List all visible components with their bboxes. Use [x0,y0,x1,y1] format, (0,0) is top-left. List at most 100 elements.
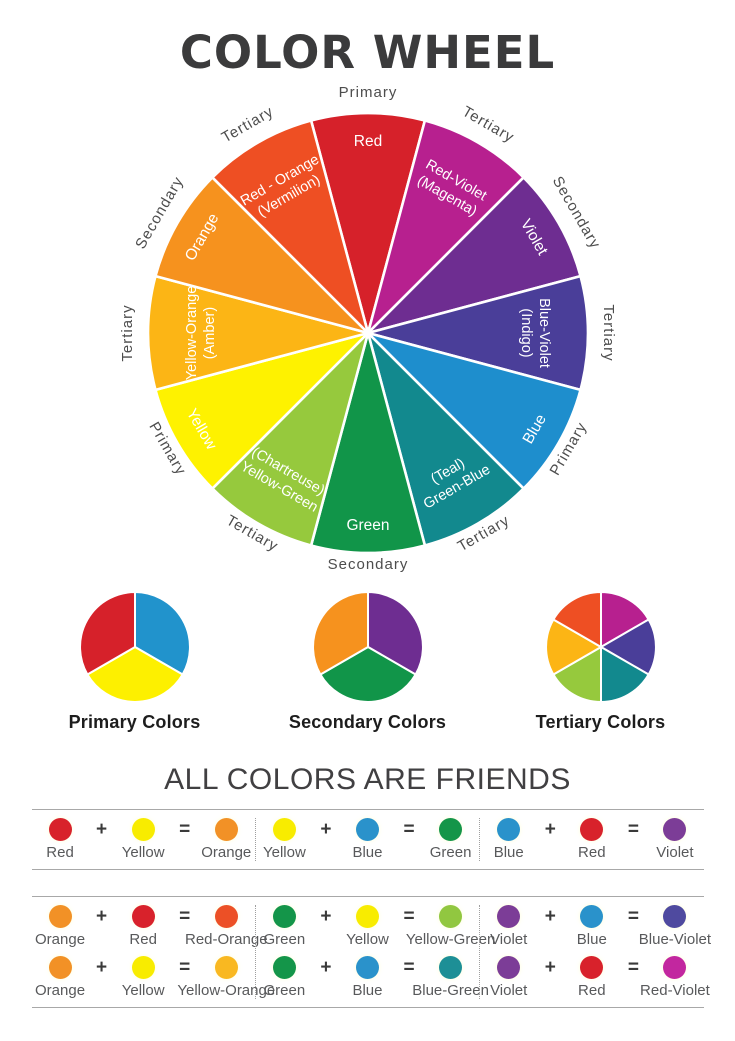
color-name-label: Green [263,982,306,999]
pie-slice-green-blue [599,646,650,703]
color-term: Blue-Green [412,956,489,999]
color-dot-green [439,818,463,841]
wheel-segment-label: Red [353,133,381,150]
color-term: Violet [481,905,537,948]
color-name-label: Yellow [346,931,389,948]
color-term: Green [256,905,312,948]
color-dot-red [580,956,604,979]
color-term: Yellow-Green [406,905,495,948]
wheel-segment-label-line: Green [346,517,389,534]
wheel-segment-red [309,111,426,335]
color-term: Yellow [115,956,171,999]
pie-slice-red-violet [599,591,650,648]
color-name-label: Violet [490,931,528,948]
color-term: Violet [647,818,703,861]
color-dot-orange [48,905,72,928]
equals-operator: = [627,905,639,927]
color-dot-blue [355,956,379,979]
color-dot-yellow-orange [214,956,238,979]
wheel-segment-red-orange-vermilion [210,119,369,335]
pie-slice-red-orange [551,591,602,648]
mix-equation-violet-red: Violet + Red = Red-Violet [481,956,710,999]
pie-slice-red [78,591,136,676]
color-dot-blue-green [439,956,463,979]
wheel-segment-violet [366,176,582,335]
color-term: Yellow [339,905,395,948]
pie-label: Primary Colors [68,712,201,732]
equals-operator: = [179,956,191,978]
mix-equation-violet-blue: Violet + Blue = Blue-Violet [481,905,711,948]
color-dot-blue-violet [663,905,687,928]
plus-operator: + [320,956,332,978]
plus-operator: + [320,818,332,840]
color-name-label: Orange [35,982,86,999]
color-term: Red [564,818,620,861]
wheel-segment-label: Yellow-Orange (Amber) [184,286,218,381]
pie-figure [544,591,657,703]
color-name-label: Red-Violet [640,982,710,999]
color-term: Red [32,818,88,861]
wheel-segment-label: Green [346,517,389,534]
mix-band-2: Orange + Red = Red-Orange Orange + Yellow = Yello… [31,896,711,1008]
color-name-label: Yellow [262,844,306,861]
pie-chart-row: Primary Colors Secondary Colors Tertiary C… [30,590,706,733]
color-wheel: Red Primary Red-Violet(Magenta) Tertiary Vio… [118,81,618,586]
wheel-segment-label: Blue-Violet(Indigo) [518,298,552,368]
color-wheel-figure: RedPrimaryRed-Violet(Magenta)TertiaryVio… [119,84,617,573]
color-name-label: Yellow [121,844,165,861]
color-name-label: Blue [352,982,383,999]
mix-equation-blue-red: Blue + Red = Violet [481,818,703,861]
equals-operator: = [627,818,639,840]
color-term: Blue [339,818,395,861]
wheel-segment-label-line: (Amber) [202,307,218,359]
color-term: Yellow [115,818,171,861]
mix-column: Violet + Blue = Blue-Violet Violet + Red = Red-Vi… [479,905,711,999]
color-dot-red [131,905,155,928]
mix-column: Green + Yellow = Yellow-Green Green + Blue = Blue… [254,905,495,999]
mix-equation-red-yellow: Red + Yellow = Orange [32,818,254,861]
plus-operator: + [544,818,556,840]
plus-operator: + [544,956,556,978]
wheel-ring-label: Tertiary [600,304,617,361]
wheel-segment-orange [153,176,369,335]
equals-operator: = [179,818,191,840]
color-name-label: Yellow [121,982,165,999]
pie-slice-yellow-green [551,646,602,703]
color-name-label: Red [578,844,606,861]
color-term: Yellow-Orange [177,956,275,999]
color-term: Orange [32,956,88,999]
color-term: Blue [481,818,537,861]
color-name-label: Blue-Violet [638,931,712,948]
color-name-label: Green [263,931,306,948]
equals-operator: = [627,956,639,978]
mix-column: Yellow + Blue = Green [254,818,479,861]
color-dot-blue [497,818,521,841]
wheel-segment-label-line: (Indigo) [518,308,534,357]
wheel-segment-blue [366,331,582,490]
wheel-segment-green [309,331,426,555]
pie-slice-orange [311,591,369,676]
wheel-segment-label-line: Blue-Violet [536,298,552,368]
color-dot-violet [497,956,521,979]
mix-column: Blue + Red = Violet [479,818,703,861]
equals-operator: = [403,905,415,927]
pie-label: Tertiary Colors [535,712,666,732]
equals-operator: = [403,956,415,978]
color-name-label: Blue-Green [412,982,489,999]
wheel-ring-label: Tertiary [119,304,136,361]
equals-operator: = [179,905,191,927]
pie-tertiary-colors: Tertiary Colors [496,590,706,733]
color-term: Blue [564,905,620,948]
mix-equation-orange-red: Orange + Red = Red-Orange [32,905,268,948]
color-name-label: Red [46,844,74,861]
color-dot-green [272,905,296,928]
color-dot-yellow [131,956,155,979]
color-name-label: Red [129,931,157,948]
mix-equation-green-yellow: Green + Yellow = Yellow-Green [256,905,495,948]
pie-figure [78,591,191,703]
color-dot-red-violet [663,956,687,979]
color-dot-red-orange [214,905,238,928]
friends-heading: ALL COLORS ARE FRIENDS [164,763,571,796]
pie-label: Secondary Colors [288,712,447,732]
